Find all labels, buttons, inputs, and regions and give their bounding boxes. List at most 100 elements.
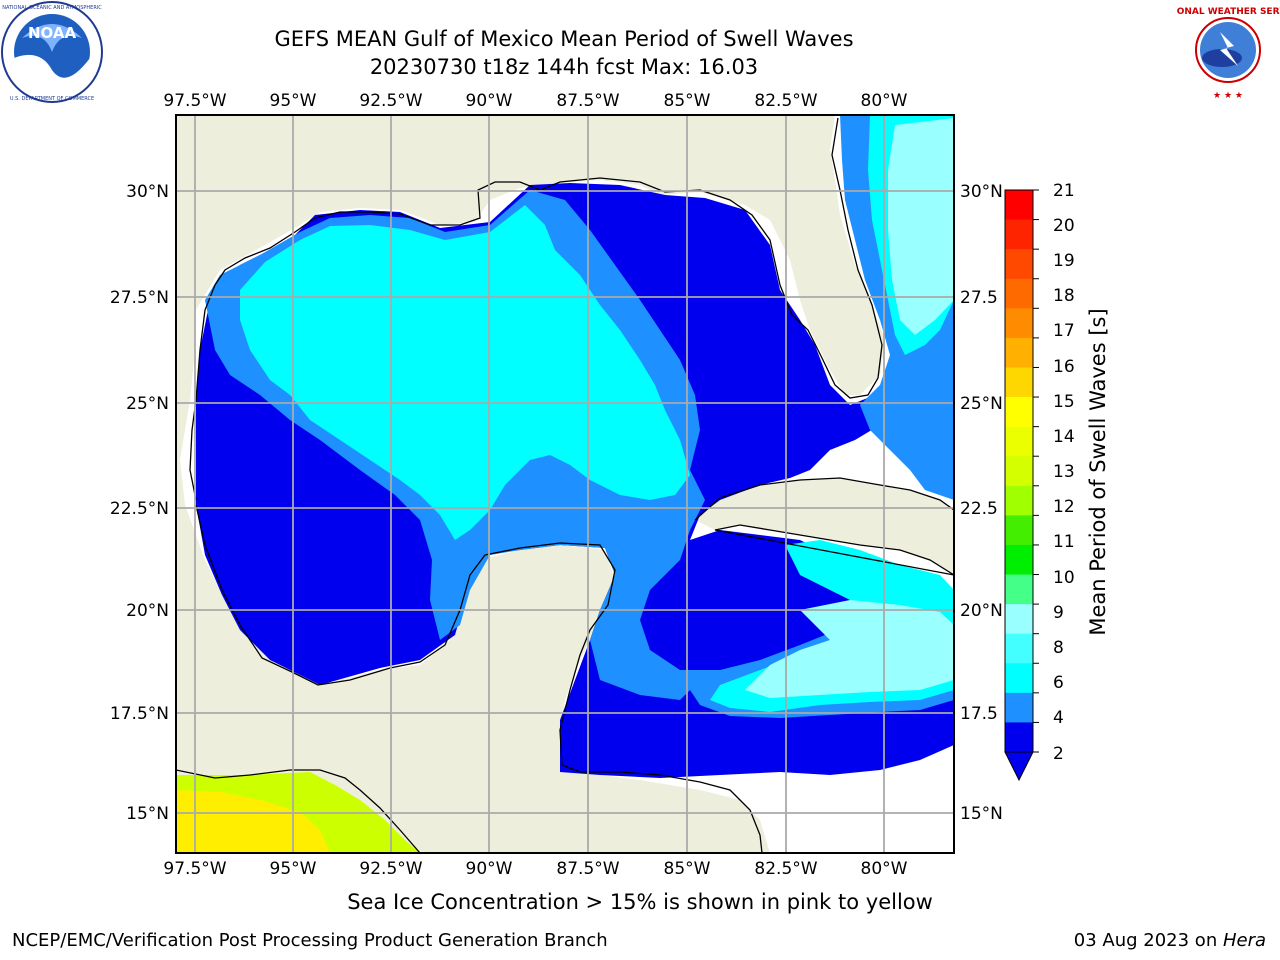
lon-label: 95°W — [270, 91, 317, 111]
noaa-logo: NOAA NATIONAL OCEANIC AND ATMOSPHERIC U.… — [1, 1, 103, 103]
lat-label: 15°N — [960, 804, 1003, 824]
colorbar-tick: 21 — [1053, 181, 1075, 201]
colorbar-tick: 20 — [1053, 216, 1075, 236]
colorbar-segment — [1005, 633, 1033, 664]
sea-ice-note-text: Sea Ice Concentration > 15% is shown in … — [347, 890, 933, 914]
lon-label: 82.5°W — [754, 859, 817, 879]
lat-label: 15°N — [126, 804, 169, 824]
colorbar-tick: 10 — [1053, 568, 1075, 588]
lon-label: 85°W — [664, 859, 711, 879]
colorbar-segment — [1005, 278, 1033, 309]
lon-label: 80°W — [861, 91, 908, 111]
cuba-land — [695, 478, 954, 575]
lon-label: 87.5°W — [556, 859, 619, 879]
svg-text:U.S. DEPARTMENT OF COMMERCE: U.S. DEPARTMENT OF COMMERCE — [10, 96, 94, 102]
colorbar-segment — [1005, 426, 1033, 457]
map-frame — [175, 114, 955, 854]
lat-label: 25°N — [126, 394, 169, 414]
colorbar-segment — [1005, 574, 1033, 605]
colorbar-tick: 13 — [1053, 462, 1075, 482]
colorbar-tick: 19 — [1053, 251, 1075, 271]
colorbar-segment — [1005, 249, 1033, 280]
lat-label: 30°N — [960, 182, 1003, 202]
lon-label: 97.5°W — [163, 859, 226, 879]
footer-host: Hera — [1222, 930, 1266, 951]
lon-labels-bottom: 97.5°W 95°W 92.5°W 90°W 87.5°W 85°W 82.5… — [163, 859, 907, 879]
colorbar-tick: 11 — [1053, 532, 1075, 552]
lon-label: 85°W — [664, 91, 711, 111]
lon-labels-top: 97.5°W 95°W 92.5°W 90°W 87.5°W 85°W 82.5… — [163, 91, 907, 111]
lat-labels-left: 30°N 27.5°N 25°N 22.5°N 20°N 17.5°N 15°N — [110, 182, 169, 824]
coastlines — [176, 117, 954, 853]
lat-label: 17.5°N — [110, 704, 169, 724]
lon-label: 80°W — [861, 859, 908, 879]
map-title: GEFS MEAN Gulf of Mexico Mean Period of … — [274, 27, 854, 51]
colorbar-segment — [1005, 692, 1033, 723]
colorbar-tick: 18 — [1053, 286, 1075, 306]
svg-text:NATIONAL OCEANIC AND ATMOSPHER: NATIONAL OCEANIC AND ATMOSPHERIC — [2, 5, 102, 11]
lat-label: 30°N — [126, 182, 169, 202]
colorbar-segment — [1005, 544, 1033, 576]
colorbar-segment — [1005, 367, 1033, 398]
lon-label: 97.5°W — [163, 91, 226, 111]
lat-label: 25°N — [960, 394, 1003, 414]
footer-date-text: 03 Aug 2023 on — [1073, 930, 1223, 951]
lat-label: 22.5 — [960, 499, 998, 519]
colorbar-segment — [1005, 219, 1033, 250]
lon-label: 87.5°W — [556, 91, 619, 111]
lon-label: 92.5°W — [359, 91, 422, 111]
lat-label: 27.5°N — [110, 288, 169, 308]
colorbar-segment — [1005, 456, 1033, 487]
colorbar — [1004, 189, 1039, 782]
period-6-8-region — [240, 205, 690, 540]
period-8-9-caribbean — [745, 600, 954, 698]
colorbar-segment — [1005, 663, 1033, 694]
noaa-logo-text: NOAA — [28, 24, 77, 42]
colorbar-tick: 16 — [1053, 357, 1075, 377]
lat-labels-right: 30°N 27.5 25°N 22.5 20°N 17.5 15°N — [960, 182, 1003, 824]
sea-ice-note: Sea Ice Concentration > 15% is shown in … — [0, 890, 1280, 914]
nws-logo: NATIONAL WEATHER SERVICE ★ ★ ★ — [1176, 4, 1280, 101]
lon-label: 95°W — [270, 859, 317, 879]
colorbar-tick: 4 — [1053, 708, 1064, 728]
map-subtitle: 20230730 t18z 144h fcst Max: 16.03 — [369, 55, 759, 79]
colorbar-segment — [1005, 308, 1033, 339]
graticule — [176, 115, 954, 853]
colorbar-segment — [1005, 337, 1033, 368]
lon-label: 82.5°W — [754, 91, 817, 111]
footer-branch: NCEP/EMC/Verification Post Processing Pr… — [12, 930, 608, 951]
lat-label: 22.5°N — [110, 499, 169, 519]
lon-label: 90°W — [466, 859, 513, 879]
colorbar-tick: 17 — [1053, 321, 1075, 341]
lat-label: 27.5 — [960, 288, 998, 308]
ice-concentration-core — [176, 790, 330, 853]
colorbar-segment — [1005, 485, 1033, 516]
colorbar-segment — [1005, 397, 1033, 428]
colorbar-segment — [1005, 190, 1033, 221]
colorbar-segment — [1005, 604, 1033, 635]
colorbar-extend-triangle — [1004, 751, 1034, 782]
colorbar-tick: 8 — [1053, 638, 1064, 658]
colorbar-segment — [1005, 515, 1033, 546]
colorbar-tick: 14 — [1053, 427, 1075, 447]
lat-label: 20°N — [126, 601, 169, 621]
lon-label: 90°W — [466, 91, 513, 111]
colorbar-tick: 12 — [1053, 497, 1075, 517]
svg-text:NATIONAL WEATHER SERVICE: NATIONAL WEATHER SERVICE — [1176, 7, 1280, 17]
colorbar-tick: 9 — [1053, 603, 1064, 623]
colorbar-segment — [1005, 722, 1033, 753]
period-8-9-region — [888, 118, 954, 335]
lat-label: 20°N — [960, 601, 1003, 621]
colorbar-ticks: 21 20 19 18 17 16 15 14 13 12 11 10 9 8 … — [1053, 181, 1075, 764]
lon-label: 92.5°W — [359, 859, 422, 879]
colorbar-tick: 6 — [1053, 673, 1064, 693]
colorbar-tick: 2 — [1053, 744, 1064, 764]
colorbar-tick: 15 — [1053, 392, 1075, 412]
svg-text:★ ★ ★: ★ ★ ★ — [1213, 91, 1243, 101]
footer-date: 03 Aug 2023 on Hera — [1074, 930, 1266, 951]
colorbar-frame — [1004, 189, 1034, 753]
lat-label: 17.5 — [960, 704, 998, 724]
map-area — [176, 115, 954, 853]
colorbar-label: Mean Period of Swell Waves [s] — [1086, 308, 1110, 635]
